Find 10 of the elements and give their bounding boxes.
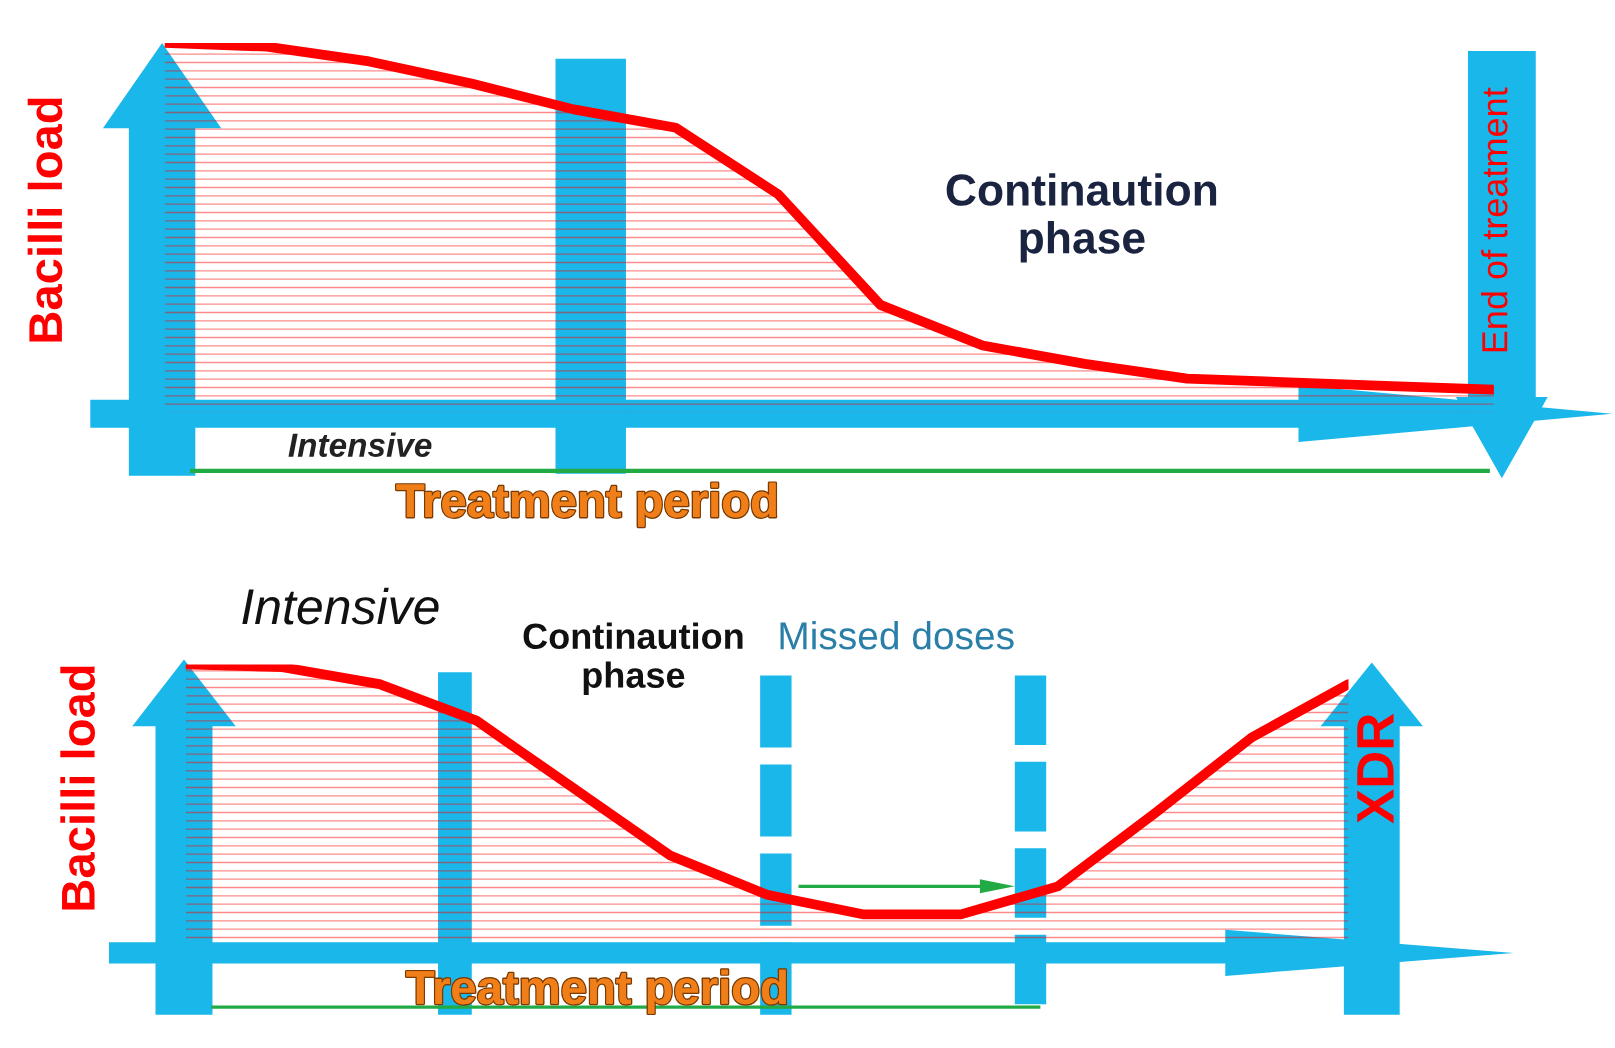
annotation: XDR (1357, 713, 1394, 824)
y-axis-title: Bacilli load (27, 98, 63, 342)
text: Treatment period (396, 482, 776, 527)
annotation: Continaution phase (523, 622, 743, 696)
annotation: End of treatment (1481, 87, 1508, 352)
annotation: Continaution phase (946, 173, 1217, 263)
text: Missed doses (780, 621, 1014, 650)
text: Intensive (242, 587, 439, 625)
text: Intensive (288, 432, 432, 457)
y-axis-title: Bacilli load (60, 666, 95, 910)
